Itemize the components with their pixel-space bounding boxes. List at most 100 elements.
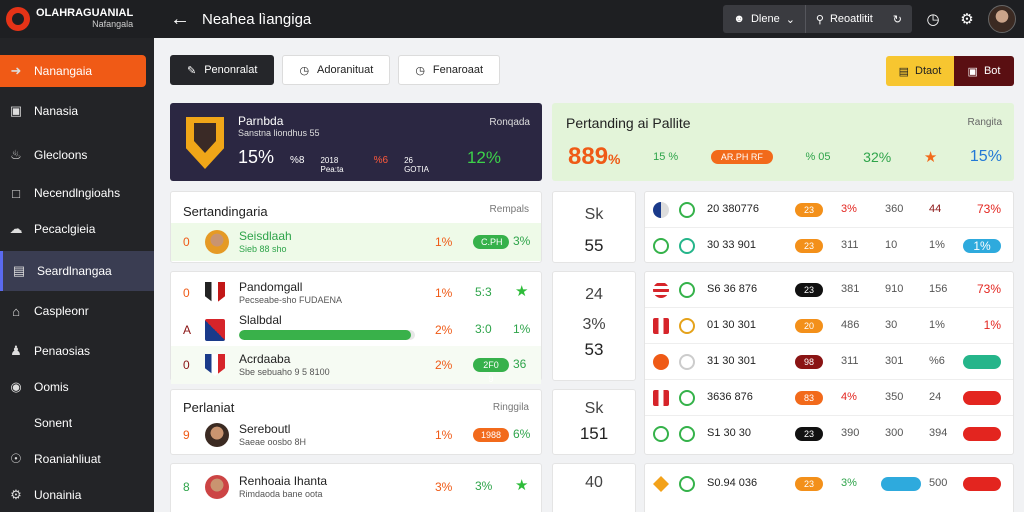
star-icon[interactable]: ★	[515, 283, 529, 300]
row-pill: 98	[795, 355, 823, 369]
history-icon[interactable]: ◷	[926, 11, 940, 28]
club-badge-icon	[653, 390, 669, 406]
doc-icon: ▤	[898, 65, 910, 78]
row-pill: 1988	[473, 428, 509, 442]
row-val: 3%	[475, 479, 493, 493]
row-c: 394	[929, 427, 948, 439]
stat-2: %8	[290, 155, 305, 166]
sidebar-item-3[interactable]: □ Necendlngioahs	[0, 173, 154, 213]
row-rank: 0	[183, 358, 190, 372]
row-c: 24	[929, 391, 942, 403]
table-row[interactable]: S6 36 876 23 381 910 156 73%	[645, 272, 1013, 308]
sidebar-item-8[interactable]: ◉ Oomis	[0, 371, 154, 403]
third-button[interactable]: ◷ Fenaroaat	[398, 55, 501, 85]
star-icon[interactable]: ★	[923, 149, 938, 166]
club-badge-icon	[653, 426, 669, 442]
row-rank: 0	[183, 286, 190, 300]
row-pct: 1%	[435, 428, 453, 442]
row-pct: 2%	[435, 358, 453, 372]
row-val: 5:3	[475, 285, 492, 299]
table-row[interactable]: 0 Seisdlaah Sieb 88 sho 1% C.PH 3%	[171, 223, 541, 261]
table-row[interactable]: 9 Sereboutl Saeae oosbo 8H 1% 1988 6%	[171, 416, 541, 454]
score-top: 24	[585, 286, 603, 303]
table-row[interactable]: 30 33 901 23 311 10 1% 1%	[645, 228, 1013, 264]
score-card[interactable]: 24 3% 53	[552, 271, 636, 381]
score-card[interactable]: Sk 55	[552, 191, 636, 263]
settings-icon: ⚙	[10, 487, 22, 502]
page-title: Neahea lìangiga	[202, 10, 312, 28]
sidebar-item-10[interactable]: ☉ Roaniahliuat	[0, 443, 154, 475]
stat-d: 15%	[969, 148, 1002, 165]
user-icon: ☻	[733, 13, 745, 25]
layout-icon: ▤	[12, 263, 26, 278]
row-pill: 23	[795, 477, 823, 491]
row-code: 3636 876	[707, 391, 753, 403]
second-button[interactable]: ◷ Adoranituat	[282, 55, 391, 85]
table-row[interactable]: S1 30 30 23 390 300 394	[645, 416, 1013, 452]
matches-panel: 0 Pandomgall Pecseabe-sho FUDAENA 1% 5:3…	[170, 271, 542, 384]
club-badge-icon	[653, 354, 669, 370]
status-circle-icon	[679, 426, 695, 442]
sidebar: ➜ Nanangaia ▣ Nanasia ♨ Glecloons □ Nece…	[0, 38, 154, 512]
row-rank: 9	[183, 428, 190, 442]
stat-5: 26 GOTIA	[404, 156, 429, 174]
score-card[interactable]: 40	[552, 463, 636, 512]
logo-line1: OLAHRAGUANIAL	[36, 7, 134, 19]
avatar[interactable]	[988, 5, 1016, 33]
club-badge-icon	[653, 282, 669, 298]
yellow-button[interactable]: ▤ Dtaot	[886, 56, 954, 86]
row-d	[963, 427, 1001, 441]
progress-fill	[239, 330, 412, 340]
row-d: 73%	[976, 202, 1001, 216]
table-row[interactable]: 0 Pandomgall Pecseabe-sho FUDAENA 1% 5:3…	[171, 274, 541, 312]
table-row[interactable]: 20 380776 23 3% 360 44 73%	[645, 192, 1013, 228]
house-icon: ⌂	[12, 303, 20, 319]
sidebar-item-0[interactable]: ➜ Nanangaia	[0, 55, 146, 87]
row-b: 350	[885, 391, 904, 403]
notification-icon[interactable]: ⚙	[960, 11, 974, 28]
login-icon: ➜	[10, 63, 22, 78]
table-row[interactable]: 01 30 301 20 486 30 1% 1%	[645, 308, 1013, 344]
player-avatar	[205, 475, 229, 499]
sidebar-item-9[interactable]: Sonent	[0, 403, 154, 443]
maroon-button[interactable]: ▣ Bot	[954, 56, 1014, 86]
logo[interactable]: OLAHRAGUANIAL Nafangala	[0, 0, 154, 38]
table-row[interactable]: 8 Renhoaia Ihanta Rimdaoda bane oota 3% …	[171, 468, 541, 506]
row-val: 3%	[513, 234, 531, 248]
table-row[interactable]: S0.94 036 23 3% 500	[645, 466, 1013, 502]
row-val: 3:0	[475, 322, 492, 336]
table-row[interactable]: 0 Acrdaaba Sbe sebuaho 9 5 8100 2% 2F0 9…	[171, 346, 541, 384]
sidebar-item-11[interactable]: ⚙ Uonainia	[0, 475, 154, 512]
action-bar: ✎ Penonralat ◷ Adoranituat ◷ Fenaroaat	[170, 55, 501, 85]
club-crest-icon	[205, 319, 225, 341]
row-name: Slalbdal	[239, 313, 282, 327]
table-row[interactable]: A Slalbdal 2% 3:0 1%	[171, 311, 541, 349]
row-b: 10	[885, 239, 898, 251]
sidebar-item-2[interactable]: ♨ Glecloons	[0, 135, 154, 175]
sidebar-item-7[interactable]: ♟ Penaosias	[0, 331, 154, 371]
user-filter-button[interactable]: ☻ Dlene ⌄	[723, 5, 806, 33]
inbox-icon: ▣	[9, 103, 23, 118]
sidebar-item-1[interactable]: ▣ Nanasia	[0, 91, 154, 131]
star-icon[interactable]: ★	[515, 477, 529, 494]
search-button[interactable]: ⚲ Reoatlitit ↻	[806, 5, 912, 33]
table-row[interactable]: 3636 876 83 4% 350 24	[645, 380, 1013, 416]
sidebar-item-6[interactable]: ⌂ Caspleonr	[0, 291, 154, 331]
club-badge-icon	[653, 238, 669, 254]
sidebar-item-4[interactable]: ☁ Pecaclgieia	[0, 209, 154, 249]
row-c: 156	[929, 283, 948, 295]
status-circle-icon	[679, 318, 695, 334]
back-arrow-icon[interactable]: ←	[170, 7, 190, 30]
sidebar-item-5[interactable]: ▤ Seardlnangaa	[0, 251, 154, 291]
panel-title: Sertandingaria	[183, 204, 268, 219]
score-card[interactable]: Sk 151	[552, 389, 636, 455]
primary-button[interactable]: ✎ Penonralat	[170, 55, 275, 85]
row-name: Pandomgall	[239, 280, 303, 294]
second-button-label: Adoranituat	[317, 64, 374, 76]
team-summary-card[interactable]: Parnbda Sanstna liondhus 55 Ronqada 15% …	[170, 103, 542, 181]
sidebar-item-label: Oomis	[34, 380, 69, 394]
row-b: 30	[885, 319, 898, 331]
table-row[interactable]: 31 30 301 98 311 301 %6	[645, 344, 1013, 380]
row-name: Acrdaaba	[239, 352, 291, 366]
standings-summary-card[interactable]: Pertanding ai Pallite Rangita 889% 15 % …	[552, 103, 1014, 181]
